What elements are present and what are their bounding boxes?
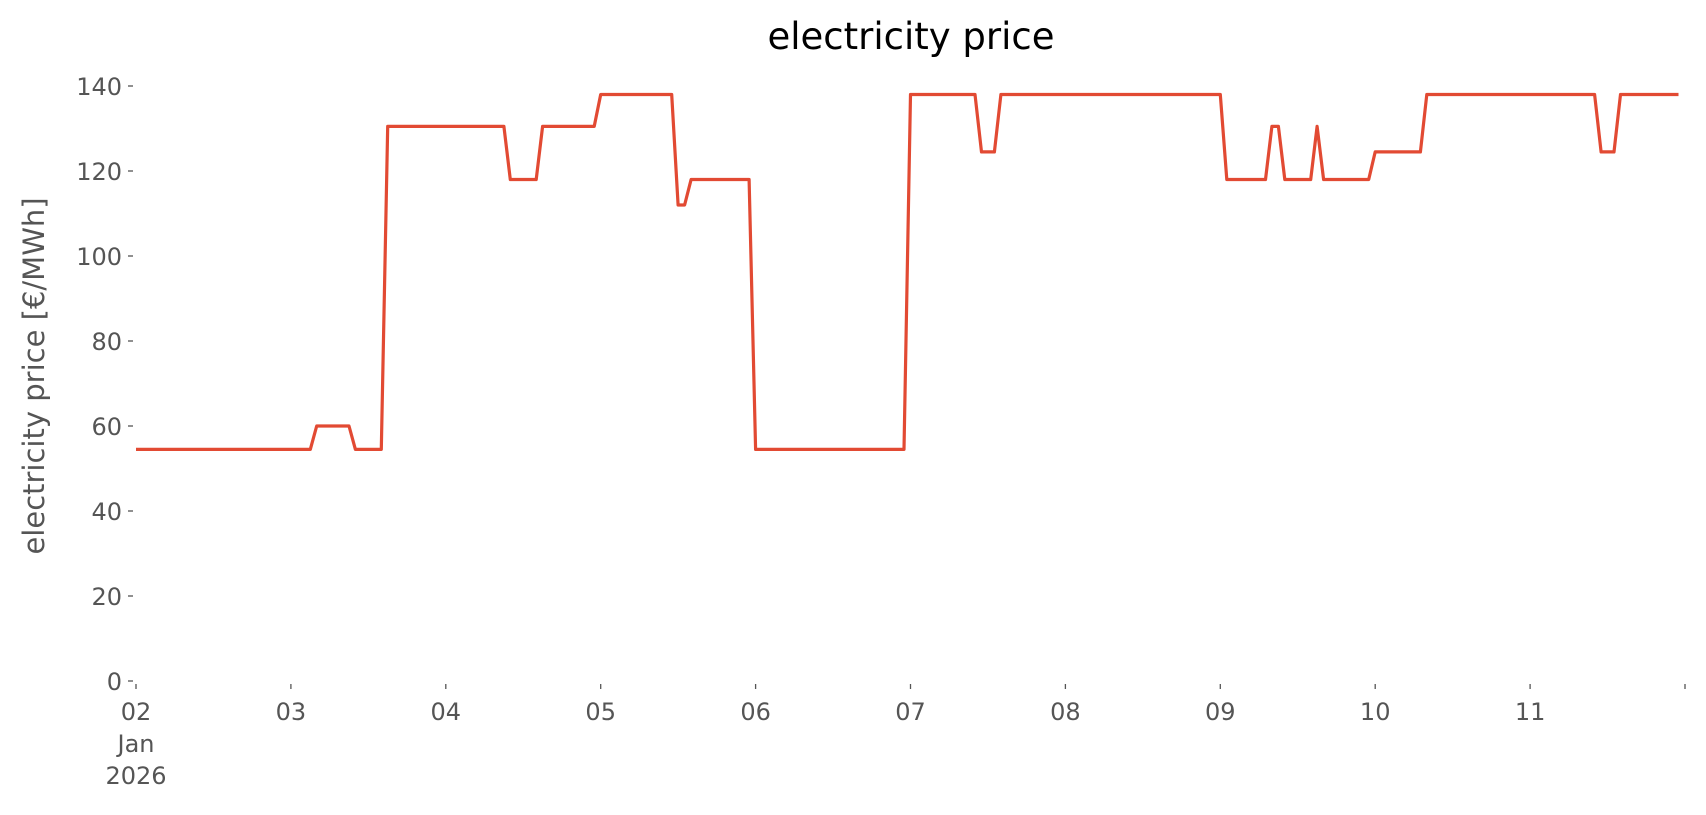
x-tick-label: 06 <box>740 698 771 726</box>
x-tick-label: 10 <box>1360 698 1391 726</box>
x-tick-label: 05 <box>585 698 616 726</box>
y-tick-label: 60 <box>91 413 122 441</box>
price-line <box>136 92 1679 451</box>
x-tick-label: 02 Jan 2026 <box>105 698 166 790</box>
x-tick-label: 08 <box>1050 698 1081 726</box>
x-tick-label: 03 <box>276 698 307 726</box>
x-tick-label: 07 <box>895 698 926 726</box>
y-tick-label: 120 <box>76 158 122 186</box>
x-tick-label: 11 <box>1515 698 1546 726</box>
x-tick-label: 09 <box>1205 698 1236 726</box>
y-tick-label: 0 <box>107 668 122 696</box>
y-tick-label: 140 <box>76 73 122 101</box>
y-tick-label: 40 <box>91 498 122 526</box>
y-tick-label: 80 <box>91 328 122 356</box>
y-tick-label: 100 <box>76 243 122 271</box>
x-tick-label: 04 <box>431 698 462 726</box>
chart-title: electricity price <box>767 15 1054 58</box>
y-axis-label: electricity price [€/MWh] <box>17 197 51 554</box>
y-tick-label: 20 <box>91 583 122 611</box>
